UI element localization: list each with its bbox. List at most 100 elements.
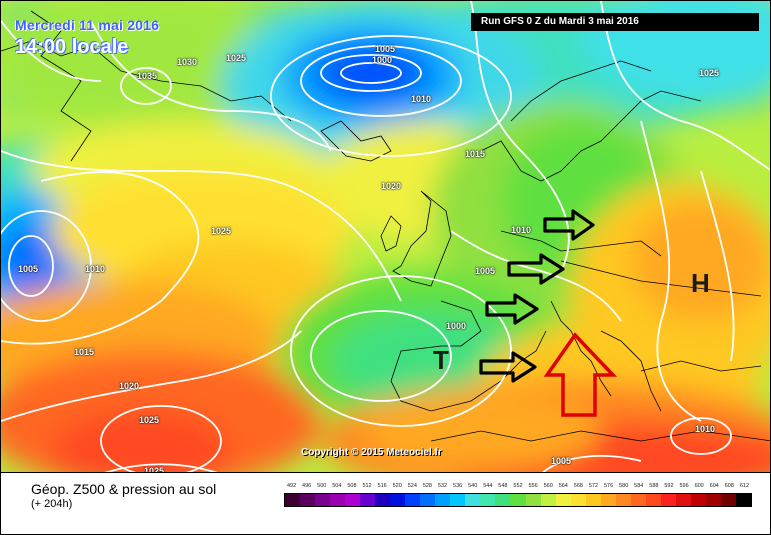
scale-swatch: [570, 494, 586, 506]
scale-tick-label: 496: [302, 483, 312, 489]
isobar-label: 1025: [699, 68, 720, 78]
scale-swatch: [315, 494, 331, 506]
scale-swatch: [435, 494, 451, 506]
scale-tick-label: 592: [664, 483, 674, 489]
isobar-label: 1005: [475, 266, 496, 276]
isobar-label: 1005: [18, 264, 39, 274]
scale-swatch: [585, 494, 601, 506]
model-run-info: Run GFS 0 Z du Mardi 3 mai 2016: [471, 13, 759, 31]
isobar-label: 1020: [119, 381, 140, 391]
map-canvas: [1, 1, 770, 472]
scale-tick-label: 564: [558, 483, 568, 489]
scale-swatch: [360, 494, 376, 506]
scale-swatch: [375, 494, 391, 506]
scale-tick-label: 576: [603, 483, 614, 489]
flow-arrow-icon: [507, 253, 565, 285]
scale-tick-label: 588: [649, 483, 659, 489]
scale-tick-label: 500: [317, 483, 327, 489]
scale-tick-label: 540: [468, 483, 478, 489]
low-pressure-marker: T: [433, 345, 449, 375]
flow-arrow-icon: [543, 209, 595, 241]
scale-tick-label: 548: [498, 483, 508, 489]
flow-arrow-icon: [479, 351, 537, 383]
scale-tick-label: 528: [422, 483, 432, 489]
scale-tick-label: 572: [588, 483, 599, 489]
scale-swatch: [660, 494, 676, 506]
scale-swatch: [510, 494, 526, 506]
scale-swatch: [285, 494, 301, 506]
isobar-label: 1025: [139, 415, 160, 425]
high-pressure-marker: H: [691, 268, 710, 298]
scale-swatch: [495, 494, 511, 506]
weather-map: Mercredi 11 mai 2016 14:00 locale Run GF…: [0, 0, 771, 473]
geopotential-field: [1, 1, 770, 472]
forecast-time: 14:00 locale: [15, 36, 129, 58]
scale-swatch: [405, 494, 421, 506]
scale-tick-label: 532: [437, 483, 448, 489]
isobar-label: 1015: [465, 149, 486, 159]
scale-tick-label: 492: [286, 483, 297, 489]
scale-swatch: [690, 494, 706, 506]
scale-swatch: [735, 494, 751, 506]
scale-swatch: [465, 494, 481, 506]
scale-tick-label: 552: [513, 483, 523, 489]
scale-swatch: [705, 494, 721, 506]
forecast-date: Mercredi 11 mai 2016: [15, 17, 160, 33]
scale-tick-label: 524: [407, 483, 417, 489]
scale-swatch: [540, 494, 556, 506]
scale-tick-label: 508: [347, 483, 357, 489]
scale-tick-label: 516: [377, 483, 387, 489]
scale-swatch: [480, 494, 496, 506]
isobar-label: 1025: [144, 466, 165, 473]
isobar-label: 1015: [74, 347, 95, 357]
isobar-label: 1010: [411, 94, 432, 104]
scale-tick-label: 504: [332, 483, 342, 489]
isobar-label: 1020: [381, 181, 402, 191]
isobar-label: 1025: [226, 53, 247, 63]
scale-tick-label: 604: [709, 483, 719, 489]
isobar-label: 1035: [137, 71, 158, 81]
copyright-notice: Copyright © 2015 Meteociel.fr: [301, 447, 442, 458]
isobar-label: 1010: [85, 264, 106, 274]
isobar-label: 1025: [211, 226, 232, 236]
scale-tick-label: 608: [724, 483, 734, 489]
scale-tick-label: 580: [619, 483, 629, 489]
scale-swatch: [390, 494, 406, 506]
isobar-label: 1000: [372, 55, 393, 65]
scale-swatch: [615, 494, 631, 506]
color-scale-bar: [284, 493, 752, 507]
scale-swatch: [300, 494, 316, 506]
scale-tick-label: 512: [362, 483, 372, 489]
isobar-label: 1030: [177, 57, 198, 67]
scale-tick-label: 596: [679, 483, 689, 489]
scale-swatch: [720, 494, 736, 506]
scale-swatch: [525, 494, 541, 506]
scale-tick-label: 584: [634, 483, 644, 489]
isobar-label: 1010: [511, 225, 532, 235]
scale-swatch: [645, 494, 661, 506]
isobar-label: 1005: [375, 44, 396, 54]
scale-swatch: [450, 494, 466, 506]
scale-swatch: [420, 494, 436, 506]
scale-swatch: [345, 494, 361, 506]
forecast-lead: (+ 204h): [31, 498, 73, 510]
scale-swatch: [330, 494, 346, 506]
scale-tick-label: 520: [392, 483, 402, 489]
flow-arrow-icon: [485, 293, 539, 325]
scale-tick-label: 536: [453, 483, 463, 489]
scale-tick-label: 612: [739, 483, 750, 489]
flow-arrows: [479, 209, 595, 383]
isobars: [1, 1, 770, 472]
scale-swatch: [630, 494, 646, 506]
isobar-label: 1000: [446, 321, 467, 331]
scale-tick-label: 568: [573, 483, 583, 489]
isobar-label: 1010: [695, 424, 716, 434]
scale-tick-label: 560: [543, 483, 553, 489]
scale-tick-label: 556: [528, 483, 538, 489]
color-scale-labels: 492 496 500 504 508 512 516 520 524 528 532 536 540 5…: [284, 483, 752, 493]
scale-tick-label: 544: [483, 483, 493, 489]
coastlines: [1, 10, 770, 442]
scale-swatch: [555, 494, 571, 506]
isobar-label: 1005: [551, 456, 572, 466]
